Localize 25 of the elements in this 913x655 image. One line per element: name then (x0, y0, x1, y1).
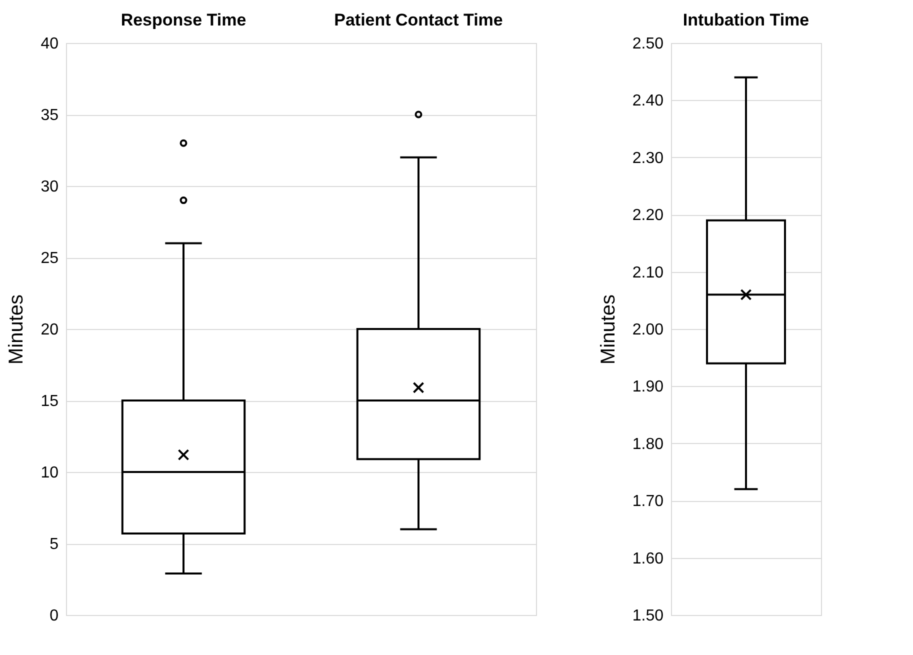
y-tick-label: 35 (40, 107, 59, 124)
y-axis-title: Minutes (6, 294, 28, 365)
y-tick-label: 1.60 (632, 550, 664, 568)
y-tick-label: 40 (40, 36, 59, 52)
y-tick-label: 10 (40, 464, 59, 482)
y-tick-label: 20 (40, 322, 59, 338)
y-tick-label: 2.30 (632, 150, 664, 167)
x-tick-label: Patient Contact Time (334, 10, 503, 30)
y-axis-title: Minutes (597, 294, 620, 365)
x-tick-label: Response Time (120, 10, 246, 30)
y-tick-label: 1.50 (632, 608, 664, 624)
y-tick-label: 2.00 (632, 322, 664, 338)
y-tick-label: 1.70 (632, 493, 664, 510)
y-tick-label: 2.20 (632, 207, 664, 224)
y-tick-label: 5 (50, 536, 59, 553)
y-tick-label: 15 (40, 393, 59, 410)
y-tick-label: 2.10 (632, 264, 664, 282)
y-tick-label: 2.40 (632, 92, 664, 110)
y-tick-label: 1.80 (632, 436, 664, 453)
y-tick-label: 0 (50, 608, 59, 624)
x-tick-label: Intubation Time (682, 10, 810, 30)
y-tick-label: 1.90 (632, 378, 664, 396)
y-tick-label: 25 (40, 250, 59, 267)
y-tick-label: 2.50 (632, 36, 664, 52)
y-tick-label: 30 (40, 178, 59, 196)
